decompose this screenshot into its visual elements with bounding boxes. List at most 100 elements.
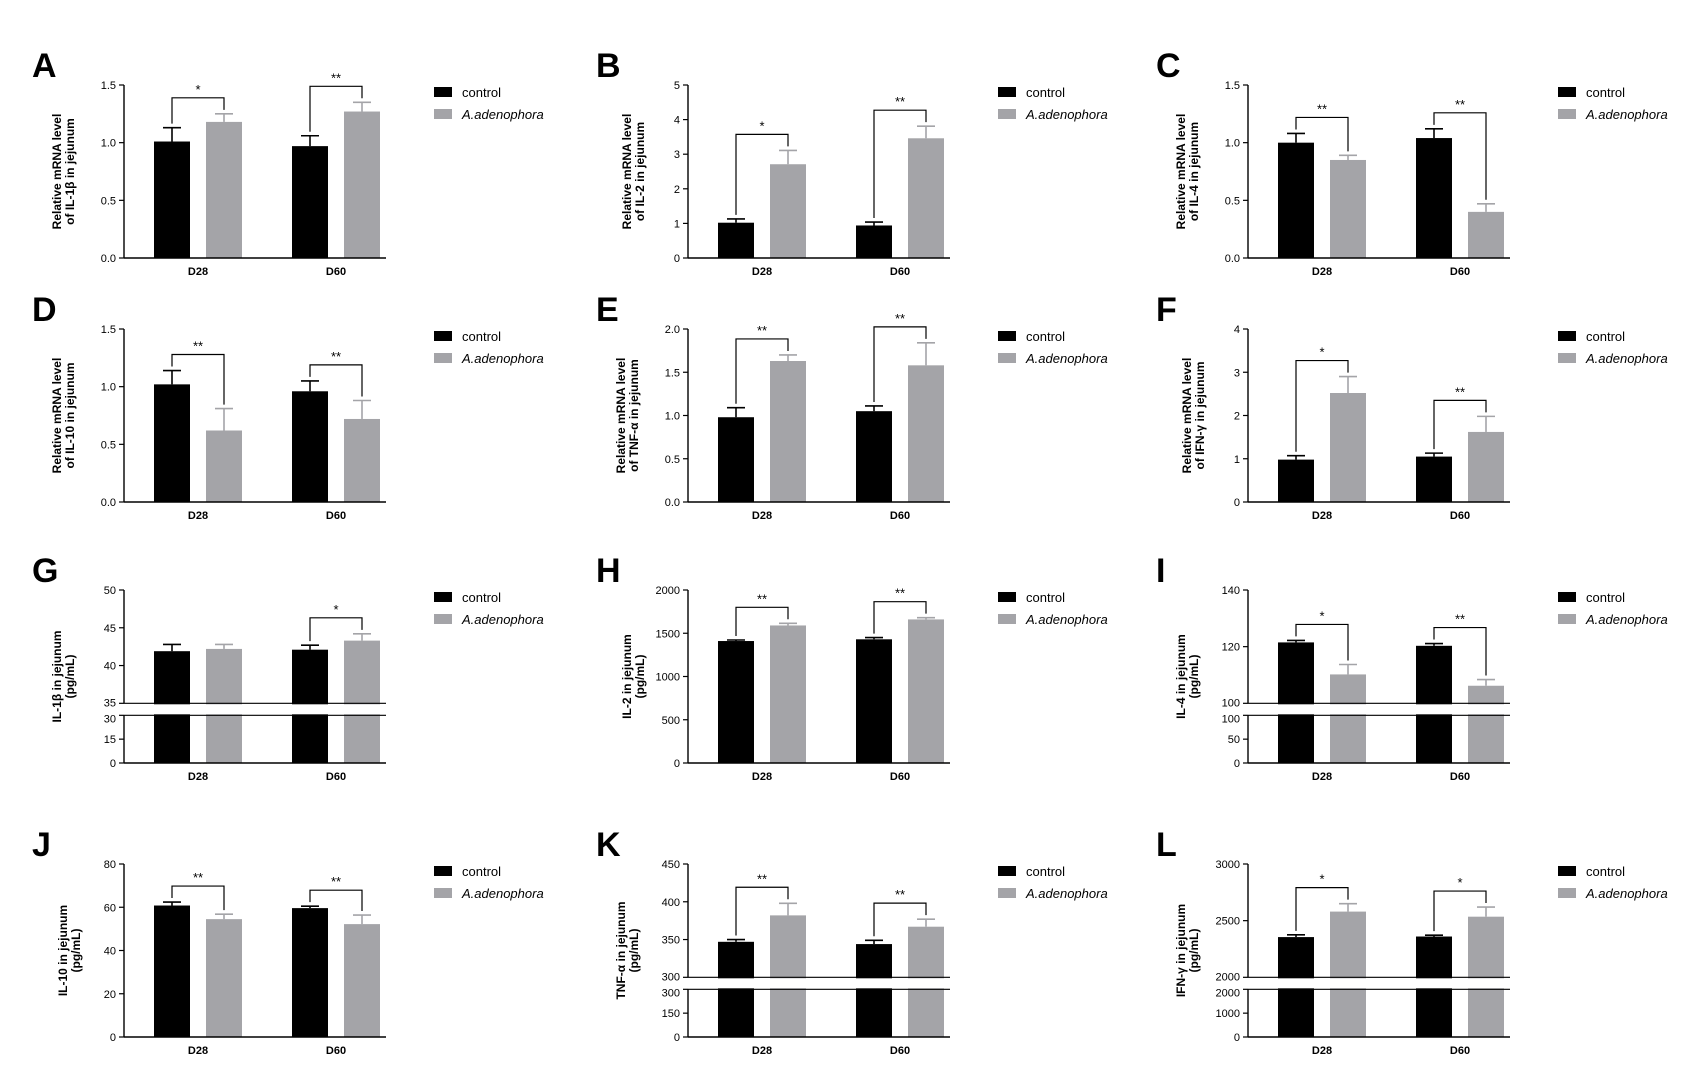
x-tick-label: D60: [890, 510, 910, 522]
x-tick-label: D60: [890, 1045, 910, 1057]
legend-swatch-control: [998, 87, 1016, 97]
legend-swatch-treatment: [1558, 888, 1576, 898]
legend-swatch-control: [434, 592, 452, 602]
y-tick-label: 1.0: [1225, 138, 1240, 150]
panel-i: I 120 140 100 0 50 100 D28 D60 IL-4 in jejunum (pg…: [1156, 552, 1668, 783]
bar-control-d60: [292, 391, 328, 502]
significance-marker: **: [1455, 384, 1465, 399]
legend-swatch-control: [998, 331, 1016, 341]
legend-label-treatment: A.adenophora: [1025, 107, 1108, 122]
y-tick-label: 0: [674, 1032, 680, 1044]
y-axis-label: of IL-2 in jejunum: [633, 122, 647, 221]
legend-swatch-treatment: [998, 353, 1016, 363]
bar-treatment-d60: [344, 640, 380, 763]
y-tick-label: 4: [674, 115, 680, 127]
y-tick-label: 0.5: [101, 439, 116, 451]
significance-bracket: [873, 601, 927, 634]
significance-bracket: [873, 326, 927, 402]
legend-label-treatment: A.adenophora: [1025, 612, 1108, 627]
bar-control-d60: [856, 944, 892, 1037]
significance-marker: **: [895, 586, 905, 601]
significance-marker: *: [1319, 872, 1324, 887]
panel-h: H 0 500 1000 1500 2000 D28 D60 IL-2 in jejunum (p…: [596, 552, 1108, 783]
bar-control-d60: [292, 146, 328, 258]
panel-e: E 0.0 0.5 1.0 1.5 2.0 D28 D60 Relative mRNA leve…: [596, 291, 1108, 522]
legend-label-control: control: [1586, 864, 1625, 879]
bar-treatment-d60: [908, 138, 944, 258]
y-tick-label: 50: [1228, 734, 1240, 746]
x-tick-label: D28: [188, 1045, 208, 1057]
x-tick-label: D28: [1312, 1045, 1332, 1057]
panel-l: L 2500 3000 2000 0 1000 2000 D28 D60 IFN-γ in jej…: [1156, 826, 1668, 1057]
significance-bracket: [309, 617, 363, 642]
panel-letter: G: [32, 552, 58, 590]
legend-label-treatment: A.adenophora: [461, 612, 544, 627]
bar-treatment-d60: [1468, 431, 1504, 502]
y-tick-label: 1000: [656, 672, 680, 684]
y-tick-label: 2: [674, 184, 680, 196]
legend-label-control: control: [462, 85, 501, 100]
y-tick-label: 100: [1222, 697, 1240, 709]
legend-swatch-treatment: [434, 888, 452, 898]
legend-swatch-treatment: [1558, 614, 1576, 624]
y-tick-label: 2: [1234, 411, 1240, 423]
significance-bracket: [171, 353, 225, 405]
significance-marker: **: [331, 70, 341, 85]
y-axis-label: of IL-4 in jejunum: [1187, 122, 1201, 221]
y-tick-label: 140: [1222, 585, 1240, 597]
x-tick-label: D60: [1450, 266, 1470, 278]
y-tick-label: 2500: [1216, 916, 1240, 928]
x-tick-label: D60: [1450, 771, 1470, 783]
y-axis-label: TNF-α in jejunum: [614, 901, 628, 999]
significance-marker: **: [757, 871, 767, 886]
x-tick-label: D28: [188, 771, 208, 783]
significance-bracket: [735, 133, 789, 215]
y-tick-label: 0: [1234, 497, 1240, 509]
legend-swatch-treatment: [434, 353, 452, 363]
legend-label-treatment: A.adenophora: [461, 886, 544, 901]
panel-letter: H: [596, 552, 621, 590]
significance-bracket: [1433, 112, 1487, 200]
panel-a: A 0.0 0.5 1.0 1.5 D28 D60 Relative mRNA level of…: [32, 47, 544, 278]
y-axis-label: (pg/mL): [633, 655, 647, 699]
bar-control-d60: [292, 908, 328, 1037]
legend-swatch-control: [434, 866, 452, 876]
bar-control-d60: [856, 225, 892, 258]
significance-marker: **: [193, 339, 203, 354]
y-tick-label: 150: [662, 1008, 680, 1020]
y-tick-label: 2000: [1216, 987, 1240, 999]
y-axis-label: (pg/mL): [63, 655, 77, 699]
legend-swatch-treatment: [434, 614, 452, 624]
legend-label-treatment: A.adenophora: [1585, 886, 1668, 901]
bar-control-d60: [856, 639, 892, 763]
x-tick-label: D60: [326, 510, 346, 522]
y-tick-label: 100: [1222, 713, 1240, 725]
y-tick-label: 2.0: [665, 324, 680, 336]
panel-letter: A: [32, 47, 57, 85]
significance-bracket: [171, 885, 225, 911]
legend-label-treatment: A.adenophora: [1585, 612, 1668, 627]
axis-break-gap: [1244, 978, 1514, 989]
legend-swatch-treatment: [434, 109, 452, 119]
significance-bracket: [735, 338, 789, 404]
x-tick-label: D28: [1312, 266, 1332, 278]
legend-label-control: control: [1026, 864, 1065, 879]
y-tick-label: 0: [1234, 758, 1240, 770]
y-tick-label: 60: [104, 902, 116, 914]
significance-marker: **: [1317, 101, 1327, 116]
y-axis-label: Relative mRNA level: [1180, 358, 1194, 474]
legend-label-control: control: [1586, 85, 1625, 100]
bar-control-d28: [718, 222, 754, 258]
legend-swatch-control: [1558, 87, 1576, 97]
y-tick-label: 4: [1234, 324, 1240, 336]
legend-label-treatment: A.adenophora: [461, 107, 544, 122]
y-tick-label: 50: [104, 585, 116, 597]
y-axis-label: of TNF-α in jejunum: [627, 359, 641, 472]
significance-marker: *: [1319, 345, 1324, 360]
bar-treatment-d28: [1330, 674, 1366, 763]
y-tick-label: 5: [674, 80, 680, 92]
significance-bracket: [171, 97, 225, 124]
y-tick-label: 20: [104, 989, 116, 1001]
bar-treatment-d60: [344, 924, 380, 1037]
y-tick-label: 15: [104, 734, 116, 746]
